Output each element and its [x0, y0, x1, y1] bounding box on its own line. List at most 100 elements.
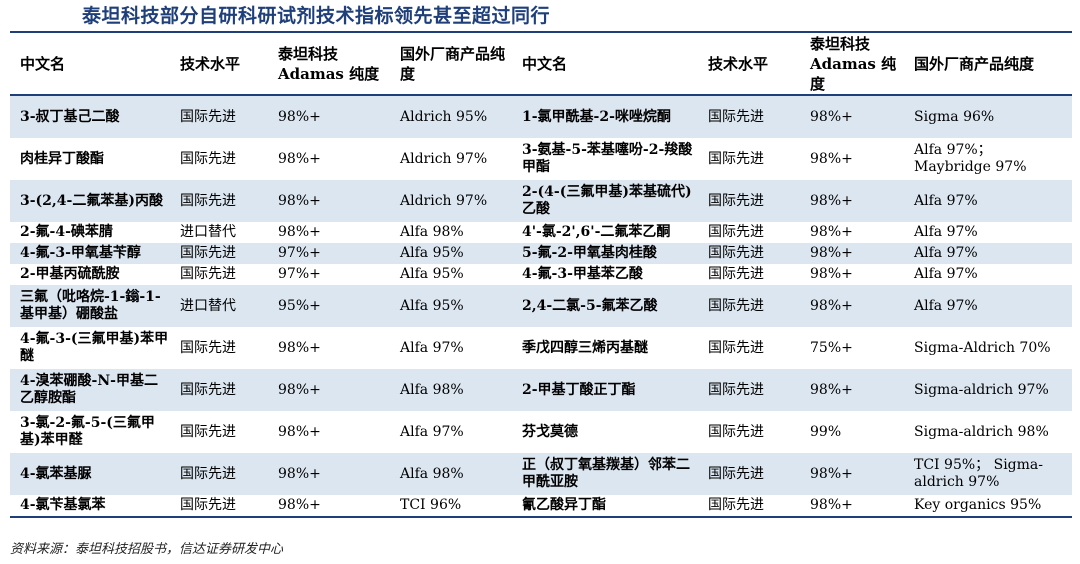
table-cell: 国际先进 — [698, 411, 800, 453]
table-row: 3-(2,4-二氟苯基)丙酸 国际先进 98%+ Aldrich 97% 2-(4-(三… — [10, 180, 1072, 222]
table-cell: 国际先进 — [698, 222, 800, 243]
table-cell: 98%+ — [800, 222, 904, 243]
table-cell: Alfa 97% — [904, 285, 1072, 327]
table-cell: 98%+ — [268, 327, 390, 369]
table-cell: 国际先进 — [698, 95, 800, 138]
table-cell: TCI 96% — [390, 495, 512, 517]
table-cell: 三氟（吡咯烷-1-鎓-1-基甲基）硼酸盐 — [10, 285, 170, 327]
comparison-table: 中文名 技术水平 泰坦科技 Adamas 纯度 国外厂商产品纯度 中文名 技术水… — [10, 34, 1072, 518]
table-cell: 季戊四醇三烯丙基醚 — [512, 327, 698, 369]
table-cell: 98%+ — [800, 180, 904, 222]
top-rule — [10, 31, 1072, 33]
table-cell: 3-氨基-5-苯基噻吩-2-羧酸甲酯 — [512, 138, 698, 180]
table-row: 4-氟-3-(三氟甲基)苯甲醚 国际先进 98%+ Alfa 97% 季戊四醇三烯丙基醚… — [10, 327, 1072, 369]
table-cell: 国际先进 — [698, 264, 800, 285]
table-cell: 国际先进 — [698, 138, 800, 180]
table-cell: 正（叔丁氧基羰基）邻苯二甲酰亚胺 — [512, 453, 698, 495]
header-cell: 中文名 — [10, 34, 170, 96]
table-cell: 98%+ — [800, 453, 904, 495]
table-cell: 98%+ — [268, 180, 390, 222]
table-cell: Alfa 97% — [904, 264, 1072, 285]
table-cell: 国际先进 — [170, 495, 268, 517]
table-cell: 98%+ — [268, 95, 390, 138]
header-cell: 国外厂商产品纯度 — [904, 34, 1072, 96]
table-cell: 98%+ — [800, 95, 904, 138]
table-cell: Alfa 95% — [390, 243, 512, 264]
table-cell: 国际先进 — [698, 180, 800, 222]
table-cell: 氰乙酸异丁酯 — [512, 495, 698, 517]
table-cell: Key organics 95% — [904, 495, 1072, 517]
table-cell: 2-甲基丙硫酰胺 — [10, 264, 170, 285]
table-cell: 3-叔丁基己二酸 — [10, 95, 170, 138]
table-cell: 2-氟-4-碘苯腈 — [10, 222, 170, 243]
table-cell: 国际先进 — [170, 138, 268, 180]
table-row: 2-氟-4-碘苯腈 进口替代 98%+ Alfa 98% 4'-氯-2',6'-二氟苯乙… — [10, 222, 1072, 243]
table-cell: 国际先进 — [170, 369, 268, 411]
table-cell: 4-氟-3-甲基苯乙酸 — [512, 264, 698, 285]
table-cell: Alfa 97% — [904, 180, 1072, 222]
table-row: 3-氯-2-氟-5-(三氟甲基)苯甲醛 国际先进 98%+ Alfa 97% 芬戈莫德国… — [10, 411, 1072, 453]
table-row: 4-溴苯硼酸-N-甲基二乙醇胺酯 国际先进 98%+ Alfa 98% 2-甲基丁酸正丁… — [10, 369, 1072, 411]
table-cell: Aldrich 95% — [390, 95, 512, 138]
table-row: 3-叔丁基己二酸 国际先进 98%+ Aldrich 95% 1-氯甲酰基-2-咪唑烷酮… — [10, 95, 1072, 138]
table-cell: 国际先进 — [170, 95, 268, 138]
header-cell: 技术水平 — [170, 34, 268, 96]
table-cell: 4-氟-3-(三氟甲基)苯甲醚 — [10, 327, 170, 369]
table-cell: Sigma-aldrich 97% — [904, 369, 1072, 411]
table-cell: 芬戈莫德 — [512, 411, 698, 453]
table-cell: Sigma-Aldrich 70% — [904, 327, 1072, 369]
table-cell: 国际先进 — [698, 243, 800, 264]
table-cell: 98%+ — [800, 264, 904, 285]
table-cell: 4-氟-3-甲氧基苄醇 — [10, 243, 170, 264]
table-cell: 99% — [800, 411, 904, 453]
table-cell: 98%+ — [268, 138, 390, 180]
table-row: 肉桂异丁酸酯 国际先进 98%+ Aldrich 97% 3-氨基-5-苯基噻吩-2-羧… — [10, 138, 1072, 180]
table-cell: 国际先进 — [698, 495, 800, 517]
table-cell: 国际先进 — [698, 327, 800, 369]
table-cell: 98%+ — [800, 138, 904, 180]
table-cell: Aldrich 97% — [390, 180, 512, 222]
table-cell: Alfa 95% — [390, 264, 512, 285]
table-cell: Alfa 97%； Maybridge 97% — [904, 138, 1072, 180]
table-cell: 3-氯-2-氟-5-(三氟甲基)苯甲醛 — [10, 411, 170, 453]
table-cell: 4-氯苄基氯苯 — [10, 495, 170, 517]
table-cell: Alfa 98% — [390, 222, 512, 243]
table-cell: 98%+ — [268, 222, 390, 243]
table-cell: 4-溴苯硼酸-N-甲基二乙醇胺酯 — [10, 369, 170, 411]
table-row: 4-氯苯基脲 国际先进 98%+ Alfa 98% 正（叔丁氧基羰基）邻苯二甲酰亚胺 国际… — [10, 453, 1072, 495]
table-cell: 98%+ — [268, 369, 390, 411]
table-cell: 进口替代 — [170, 285, 268, 327]
table-cell: 97%+ — [268, 264, 390, 285]
table-cell: 98%+ — [800, 243, 904, 264]
table-cell: 肉桂异丁酸酯 — [10, 138, 170, 180]
table-cell: 98%+ — [800, 495, 904, 517]
table-cell: 98%+ — [800, 285, 904, 327]
table-cell: Alfa 97% — [390, 411, 512, 453]
table-cell: 国际先进 — [698, 285, 800, 327]
table-cell: 98%+ — [268, 453, 390, 495]
table-row: 4-氯苄基氯苯 国际先进 98%+ TCI 96% 氰乙酸异丁酯 国际先进 98%+ Key … — [10, 495, 1072, 517]
table-cell: 97%+ — [268, 243, 390, 264]
table-cell: 4-氯苯基脲 — [10, 453, 170, 495]
header-cell: 泰坦科技 Adamas 纯度 — [800, 34, 904, 96]
table-cell: 国际先进 — [170, 180, 268, 222]
table-cell: 98%+ — [268, 495, 390, 517]
table-cell: Alfa 98% — [390, 453, 512, 495]
table-cell: Alfa 97% — [390, 327, 512, 369]
table-cell: 3-(2,4-二氟苯基)丙酸 — [10, 180, 170, 222]
table-cell: 国际先进 — [170, 453, 268, 495]
header-row: 中文名 技术水平 泰坦科技 Adamas 纯度 国外厂商产品纯度 中文名 技术水… — [10, 34, 1072, 96]
table-cell: 75%+ — [800, 327, 904, 369]
header-cell: 技术水平 — [698, 34, 800, 96]
table-row: 2-甲基丙硫酰胺 国际先进 97%+ Alfa 95% 4-氟-3-甲基苯乙酸 国际先进 9… — [10, 264, 1072, 285]
table-cell: 98%+ — [268, 411, 390, 453]
table-cell: 1-氯甲酰基-2-咪唑烷酮 — [512, 95, 698, 138]
table-cell: 5-氟-2-甲氧基肉桂酸 — [512, 243, 698, 264]
table-cell: 进口替代 — [170, 222, 268, 243]
table-cell: 2-甲基丁酸正丁酯 — [512, 369, 698, 411]
table-row: 4-氟-3-甲氧基苄醇 国际先进 97%+ Alfa 95% 5-氟-2-甲氧基肉桂酸国… — [10, 243, 1072, 264]
table-cell: 2-(4-(三氟甲基)苯基硫代)乙酸 — [512, 180, 698, 222]
source-note: 资料来源：泰坦科技招股书，信达证券研发中心 — [10, 542, 284, 557]
table-cell: 国际先进 — [170, 327, 268, 369]
table-cell: 国际先进 — [170, 264, 268, 285]
